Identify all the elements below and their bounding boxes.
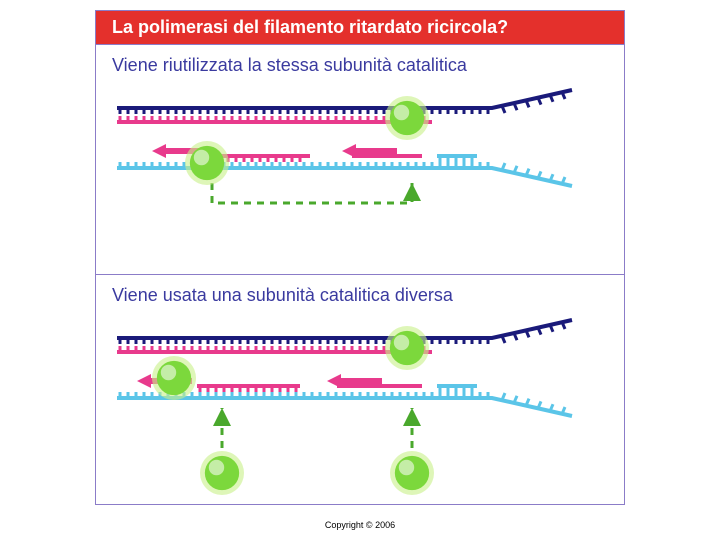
diagram-1 — [112, 88, 602, 268]
figure-container: La polimerasi del filamento ritardato ri… — [95, 10, 625, 505]
diagram-2-svg — [112, 318, 602, 498]
panel-1-label: Viene riutilizzata la stessa subunità ca… — [112, 55, 608, 76]
panel-2: Viene usata una subunità catalitica dive… — [96, 274, 624, 504]
panel-1: Viene riutilizzata la stessa subunità ca… — [96, 44, 624, 274]
copyright-text: Copyright © 2006 — [325, 520, 395, 530]
title-text: La polimerasi del filamento ritardato ri… — [112, 17, 508, 37]
diagram-1-svg — [112, 88, 602, 268]
title-bar: La polimerasi del filamento ritardato ri… — [96, 11, 624, 44]
panel-2-label: Viene usata una subunità catalitica dive… — [112, 285, 608, 306]
diagram-2 — [112, 318, 602, 498]
